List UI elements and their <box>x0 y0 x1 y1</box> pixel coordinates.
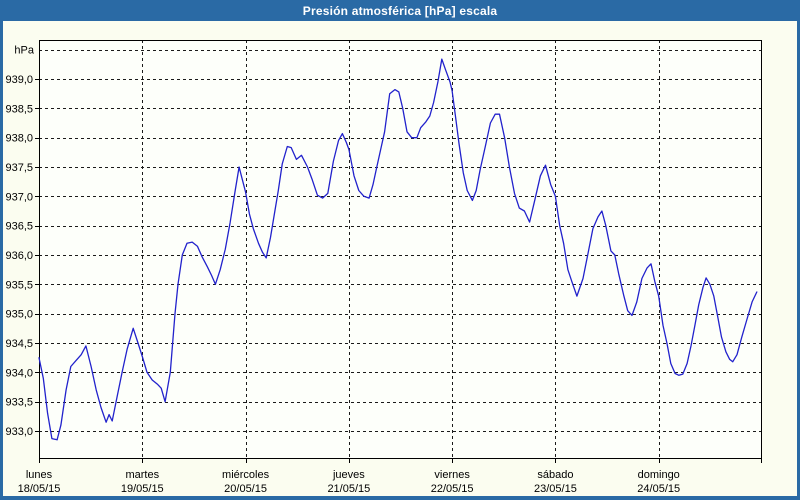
y-tick-label: 933,5 <box>5 397 33 409</box>
y-axis-unit-label: hPa <box>14 45 34 57</box>
y-tick-labels: 939,0 938,5 938,0 937,5 937,0 936,5 936,0 935,5… <box>5 74 33 438</box>
day-date-label: 19/05/15 <box>121 483 164 495</box>
chart-title: Presión atmosférica [hPa] escala <box>302 4 498 18</box>
plot-background <box>39 40 761 458</box>
y-tick-label: 934,0 <box>5 367 33 379</box>
day-date-label: 20/05/15 <box>224 483 267 495</box>
y-tick-label: 935,0 <box>5 309 33 321</box>
day-name-label: jueves <box>332 469 365 481</box>
y-tick-label: 934,5 <box>5 338 33 350</box>
day-name-label: viernes <box>434 469 470 481</box>
y-tick-label: 936,5 <box>5 221 33 233</box>
day-date-label: 21/05/15 <box>327 483 370 495</box>
day-name-label: lunes <box>26 469 53 481</box>
title-bar: Presión atmosférica [hPa] escala <box>0 0 800 21</box>
y-tick-label: 938,0 <box>5 133 33 145</box>
axis-border <box>39 40 762 459</box>
y-tick-label: 935,5 <box>5 279 33 291</box>
y-tick-label: 937,0 <box>5 191 33 203</box>
y-tick-label: 938,5 <box>5 103 33 115</box>
y-tick-label: 933,0 <box>5 426 33 438</box>
day-date-label: 18/05/15 <box>18 483 61 495</box>
day-name-label: martes <box>125 469 159 481</box>
y-tick-label: 939,0 <box>5 74 33 86</box>
axis-ticks <box>35 79 762 463</box>
pressure-line-series <box>38 58 758 441</box>
y-tick-label: 936,0 <box>5 250 33 262</box>
grid-lines <box>39 40 761 458</box>
x-day-labels: lunes 18/05/15 martes 19/05/15 miércoles 20/0… <box>18 469 681 495</box>
day-name-label: miércoles <box>222 469 270 481</box>
day-date-label: 24/05/15 <box>637 483 680 495</box>
day-name-label: domingo <box>638 469 680 481</box>
day-date-label: 23/05/15 <box>534 483 577 495</box>
y-tick-label: 937,5 <box>5 162 33 174</box>
day-name-label: sábado <box>537 469 573 481</box>
day-date-label: 22/05/15 <box>431 483 474 495</box>
